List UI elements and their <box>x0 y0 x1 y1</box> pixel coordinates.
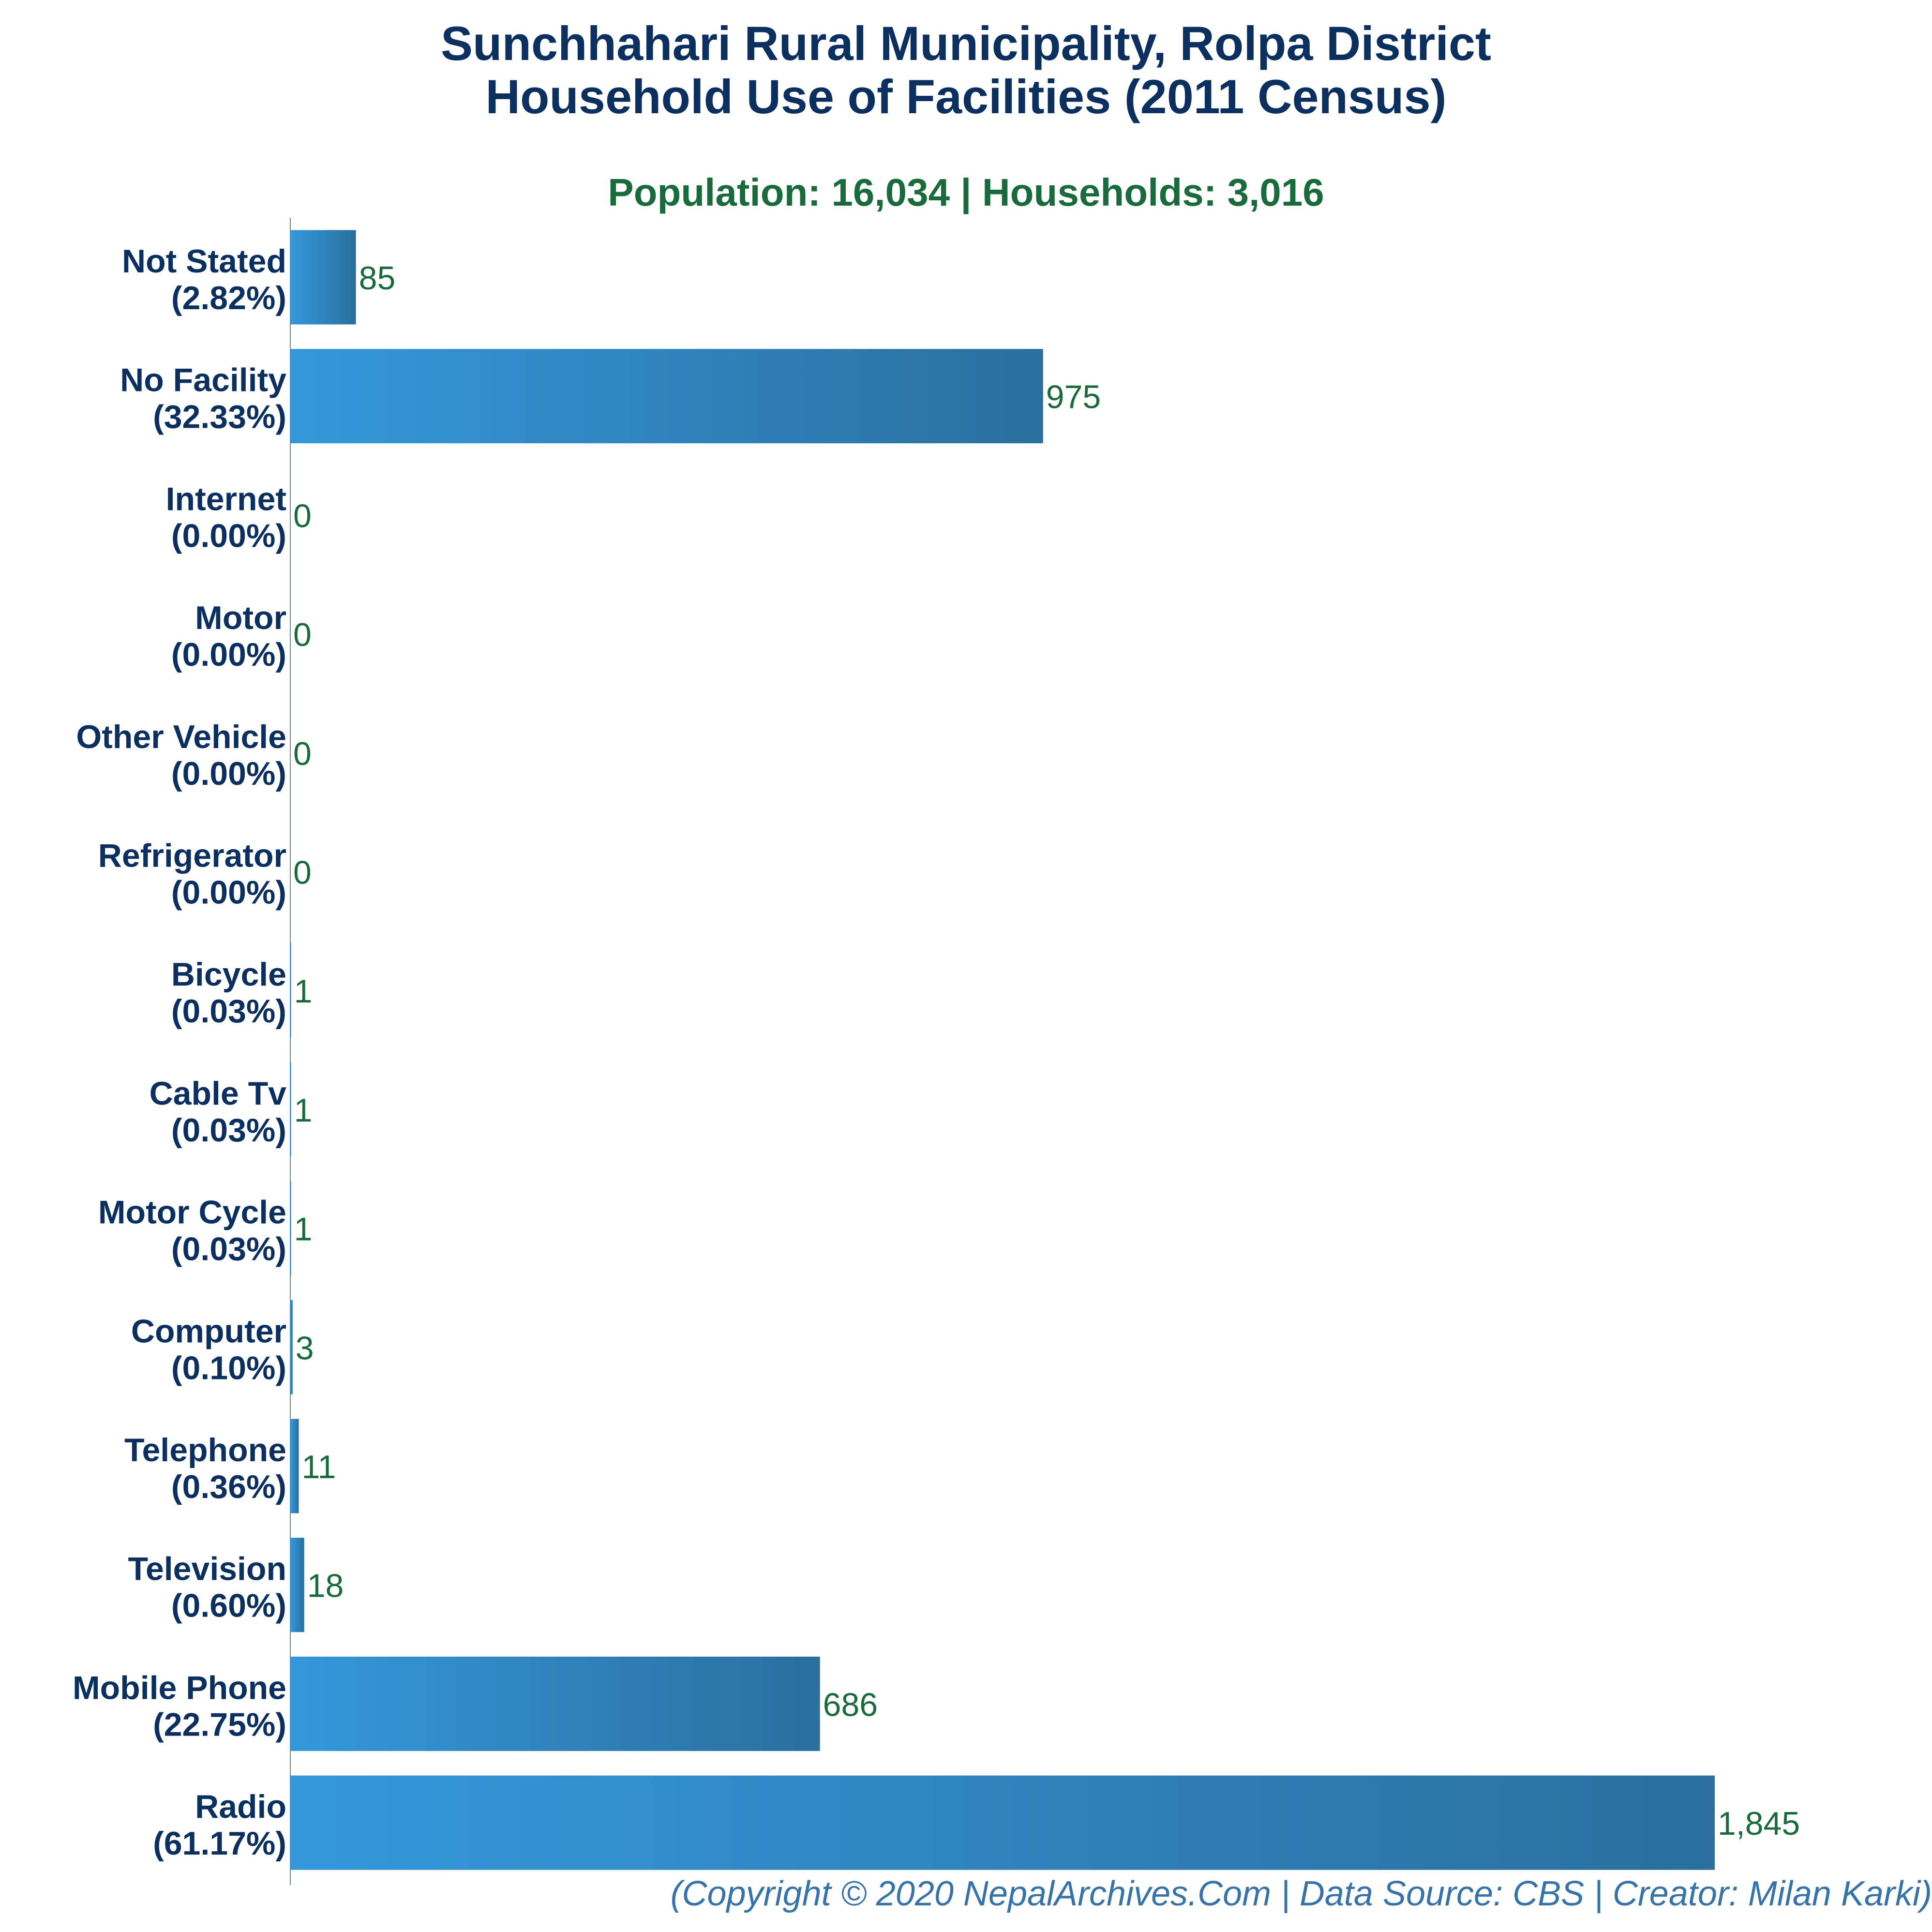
category-label: Motor Cycle <box>98 1194 286 1231</box>
value-label: 1 <box>294 1211 313 1248</box>
category-label: Internet <box>166 480 286 517</box>
category-label: Mobile Phone <box>73 1669 286 1706</box>
category-percent-label: (32.33%) <box>153 399 286 435</box>
value-label: 11 <box>302 1449 336 1485</box>
bar-mobile-phone <box>290 1656 820 1751</box>
category-percent-label: (0.03%) <box>171 993 286 1030</box>
value-label: 0 <box>293 497 312 534</box>
bar-not-stated <box>290 230 356 325</box>
value-label: 1 <box>294 1092 313 1129</box>
category-percent-label: (0.00%) <box>171 874 286 911</box>
category-label: Computer <box>131 1313 286 1349</box>
value-label: 1,845 <box>1718 1805 1800 1842</box>
footer-credit: (Copyright © 2020 NepalArchives.Com | Da… <box>670 1874 1932 1913</box>
category-percent-label: (0.03%) <box>171 1112 286 1149</box>
category-percent-label: (0.36%) <box>171 1468 286 1505</box>
chart-subtitle: Population: 16,034 | Households: 3,016 <box>608 171 1324 214</box>
value-label: 0 <box>293 616 312 653</box>
bar-computer <box>290 1300 293 1394</box>
category-label: Bicycle <box>171 956 286 993</box>
value-label: 3 <box>296 1330 314 1366</box>
category-label: Not Stated <box>122 243 286 280</box>
chart-title-line2: Household Use of Facilities (2011 Census… <box>485 70 1447 123</box>
category-percent-label: (0.10%) <box>171 1349 286 1386</box>
bar-cable-tv <box>290 1062 291 1157</box>
value-label: 975 <box>1046 379 1101 416</box>
category-percent-label: (0.00%) <box>171 636 286 673</box>
category-label: Other Vehicle <box>76 719 286 755</box>
bar-radio <box>290 1775 1715 1870</box>
value-label: 686 <box>823 1686 878 1723</box>
category-label: Motor <box>195 599 286 636</box>
category-percent-label: (61.17%) <box>153 1825 286 1862</box>
category-percent-label: (22.75%) <box>153 1706 286 1743</box>
value-label: 0 <box>293 854 312 891</box>
bar-motor-cycle <box>290 1181 291 1276</box>
category-label: Radio <box>195 1788 286 1825</box>
category-percent-label: (0.60%) <box>171 1588 286 1624</box>
category-percent-label: (0.00%) <box>171 517 286 554</box>
bar-telephone <box>290 1419 299 1513</box>
category-label: Cable Tv <box>150 1075 287 1112</box>
bar-no-facility <box>290 349 1043 444</box>
category-percent-label: (0.00%) <box>171 755 286 792</box>
category-label: Television <box>128 1551 286 1588</box>
category-label: Telephone <box>124 1432 286 1468</box>
category-percent-label: (0.03%) <box>171 1231 286 1268</box>
bar-bicycle <box>290 943 291 1038</box>
value-label: 0 <box>293 735 312 772</box>
bar-television <box>290 1538 304 1632</box>
value-label: 85 <box>359 260 396 297</box>
chart-title-line1: Sunchhahari Rural Municipality, Rolpa Di… <box>441 16 1491 70</box>
category-percent-label: (2.82%) <box>171 280 286 316</box>
value-label: 18 <box>307 1568 344 1604</box>
category-label: No Facility <box>120 362 286 399</box>
value-label: 1 <box>294 973 313 1010</box>
category-label: Refrigerator <box>98 838 286 874</box>
